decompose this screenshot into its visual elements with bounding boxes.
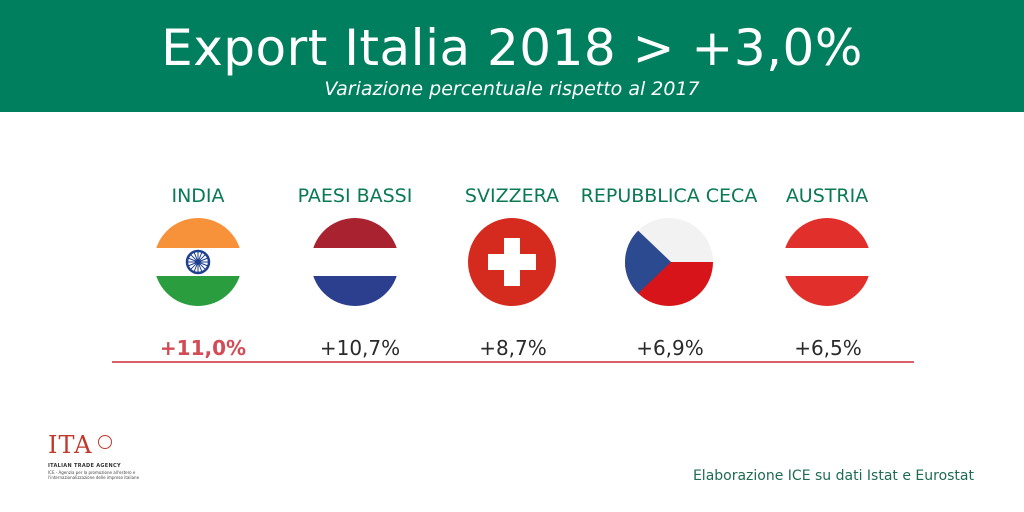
country-name-paesi-bassi: PAESI BASSI xyxy=(297,185,413,207)
country-name-svizzera: SVIZZERA xyxy=(464,185,560,207)
source-note: Elaborazione ICE su dati Istat e Eurosta… xyxy=(692,468,974,484)
ita-logo: ITA ITALIAN TRADE AGENCY ICE - Agenzia p… xyxy=(48,432,158,490)
switzerland-flag-icon xyxy=(468,218,556,306)
export-change-austria: +6,5% xyxy=(794,336,862,360)
page-subtitle: Variazione percentuale rispetto al 2017 xyxy=(324,78,700,100)
country-name-india: INDIA xyxy=(171,185,225,207)
export-change-india: +11,0% xyxy=(159,336,247,360)
header-banner: Export Italia 2018 > +3,0% Variazione pe… xyxy=(0,0,1024,112)
export-change-paesi-bassi: +10,7% xyxy=(319,336,401,360)
country-name-repubblica-ceca: REPUBBLICA CECA xyxy=(580,185,758,207)
logo-description: ICE - Agenzia per la promozione all'este… xyxy=(48,470,140,480)
logo-mark: ITA xyxy=(48,431,93,459)
czech-flag-icon xyxy=(625,218,713,306)
export-change-svizzera: +8,7% xyxy=(479,336,547,360)
austria-flag-icon xyxy=(783,218,871,306)
netherlands-flag-icon xyxy=(311,218,399,306)
logo-name: ITALIAN TRADE AGENCY xyxy=(48,463,121,469)
logo-badge-icon xyxy=(98,435,112,449)
export-change-repubblica-ceca: +6,9% xyxy=(636,336,704,360)
divider-line xyxy=(112,361,914,363)
india-flag-icon xyxy=(154,218,242,306)
country-name-austria: AUSTRIA xyxy=(785,185,869,207)
page-title: Export Italia 2018 > +3,0% xyxy=(161,19,863,77)
